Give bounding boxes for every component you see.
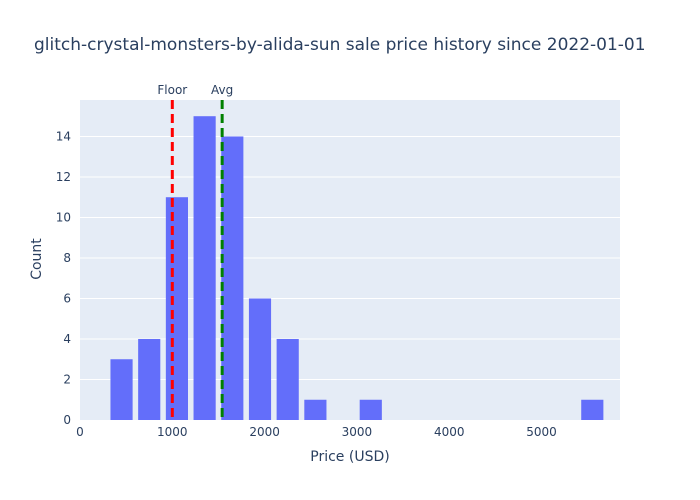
reference-line-label: Avg <box>211 83 233 97</box>
x-axis-ticks: 0 1000 2000 3000 4000 5000 <box>76 425 557 439</box>
histogram-bar <box>248 298 272 420</box>
x-tick-label: 5000 <box>526 425 557 439</box>
y-tick-label: 0 <box>63 413 71 427</box>
y-tick-label: 12 <box>56 170 71 184</box>
y-tick-label: 14 <box>56 129 71 143</box>
histogram-bar <box>581 399 604 420</box>
x-tick-label: 1000 <box>157 425 188 439</box>
histogram-bars <box>110 116 604 421</box>
y-tick-label: 6 <box>63 291 71 305</box>
reference-lines: Floor Avg <box>157 83 233 420</box>
y-tick-label: 8 <box>63 251 71 265</box>
histogram-bar <box>193 116 216 421</box>
chart-title: glitch-crystal-monsters-by-alida-sun sal… <box>34 35 646 55</box>
x-tick-label: 0 <box>76 425 84 439</box>
histogram-bar <box>276 338 299 420</box>
histogram-bar <box>359 399 382 420</box>
reference-line-label: Floor <box>157 83 187 97</box>
x-axis-label: Price (USD) <box>310 449 389 465</box>
histogram-bar <box>304 399 327 420</box>
plot-area <box>80 100 620 420</box>
y-axis-ticks: 0 2 4 6 8 10 12 14 <box>56 129 71 427</box>
y-tick-label: 4 <box>63 332 71 346</box>
x-tick-label: 3000 <box>342 425 373 439</box>
x-tick-label: 2000 <box>249 425 280 439</box>
histogram-bar <box>165 197 188 420</box>
y-axis-label: Count <box>29 238 45 280</box>
y-tick-label: 2 <box>63 372 71 386</box>
x-tick-label: 4000 <box>434 425 465 439</box>
histogram-bar <box>110 359 133 420</box>
histogram-bar <box>138 338 161 420</box>
y-tick-label: 10 <box>56 210 71 224</box>
histogram-bar <box>221 136 244 421</box>
